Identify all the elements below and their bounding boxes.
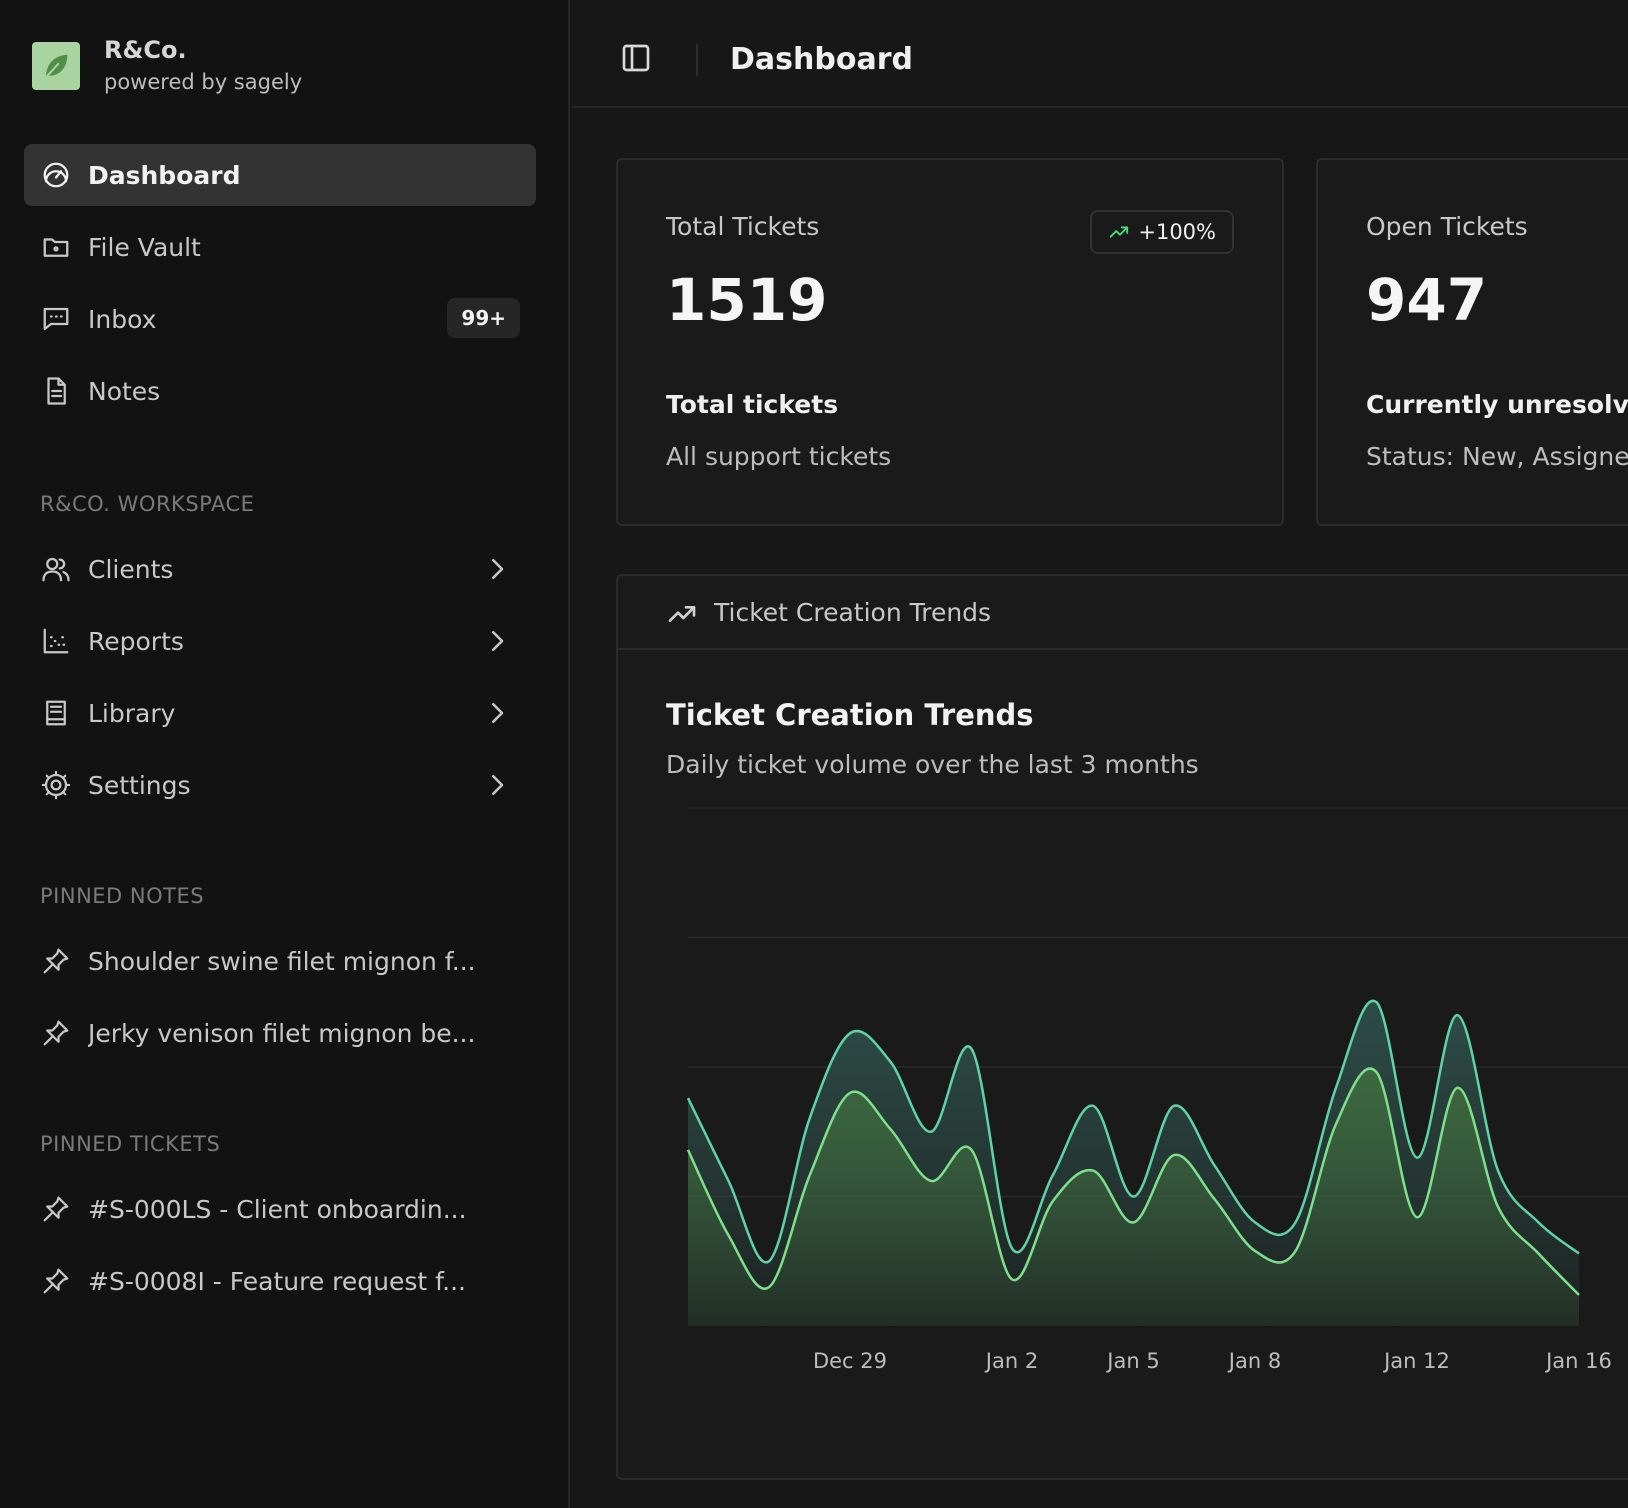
pin-icon xyxy=(40,1017,72,1049)
x-tick-label: Jan 2 xyxy=(984,1349,1038,1373)
sidebar-toggle-icon[interactable] xyxy=(620,42,652,74)
nav-item-clients[interactable]: Clients xyxy=(24,538,536,600)
x-tick-label: Dec 29 xyxy=(813,1349,887,1373)
trending-up-icon xyxy=(666,598,698,630)
nav-item-label: Reports xyxy=(88,626,184,656)
sidebar: R&Co. powered by sagely Dashboard File V… xyxy=(0,0,570,1508)
pinned-notes-section-label: PINNED NOTES xyxy=(40,884,205,908)
stat-description: Status: New, Assigned xyxy=(1366,442,1628,471)
nav-item-file-vault[interactable]: File Vault xyxy=(24,216,536,278)
nav-item-label: Dashboard xyxy=(88,160,241,190)
pinned-ticket-label: #S-0008I - Feature request f... xyxy=(88,1266,466,1296)
stat-value: 1519 xyxy=(666,266,828,334)
chevron-right-icon xyxy=(482,554,512,584)
pinned-tickets-section-label: PINNED TICKETS xyxy=(40,1132,221,1156)
chevron-right-icon xyxy=(482,770,512,800)
nav-item-label: Inbox xyxy=(88,304,157,334)
nav-item-label: Library xyxy=(88,698,176,728)
pinned-ticket-item[interactable]: #S-0008I - Feature request f... xyxy=(24,1250,536,1312)
x-tick-label: Jan 8 xyxy=(1227,1349,1281,1373)
chart-card-header-label: Ticket Creation Trends xyxy=(714,598,992,627)
stat-card-open-tickets: Open Tickets 947 Currently unresolved St… xyxy=(1316,158,1628,526)
stat-label: Open Tickets xyxy=(1366,212,1528,241)
brand-subtitle: powered by sagely xyxy=(104,70,303,94)
delta-value: +100% xyxy=(1138,220,1216,244)
brand-name: R&Co. xyxy=(104,36,187,64)
file-text-icon xyxy=(40,375,72,407)
nav-item-label: Notes xyxy=(88,376,161,406)
users-icon xyxy=(40,553,72,585)
pin-icon xyxy=(40,945,72,977)
book-icon xyxy=(40,697,72,729)
pin-icon xyxy=(40,1265,72,1297)
chart-card-header: Ticket Creation Trends xyxy=(618,576,1628,650)
nav-item-reports[interactable]: Reports xyxy=(24,610,536,672)
delta-badge: +100% xyxy=(1090,210,1234,254)
divider xyxy=(696,44,698,76)
nav-item-dashboard[interactable]: Dashboard xyxy=(24,144,536,206)
pinned-note-label: Shoulder swine filet mignon f... xyxy=(88,946,476,976)
workspace-section-label: R&CO. WORKSPACE xyxy=(40,492,255,516)
stat-title: Total tickets xyxy=(666,390,839,419)
pinned-ticket-label: #S-000LS - Client onboardin... xyxy=(88,1194,467,1224)
nav-item-inbox[interactable]: Inbox 99+ xyxy=(24,288,536,350)
nav-item-label: Settings xyxy=(88,770,191,800)
nav-item-label: Clients xyxy=(88,554,174,584)
message-icon xyxy=(40,303,72,335)
scatter-chart-icon xyxy=(40,625,72,657)
pinned-note-label: Jerky venison filet mignon be... xyxy=(88,1018,476,1048)
series-area-1 xyxy=(688,1068,1579,1326)
chevron-right-icon xyxy=(482,698,512,728)
stat-description: All support tickets xyxy=(666,442,892,471)
stat-value: 947 xyxy=(1366,266,1488,334)
main-content: Dashboard Total Tickets +100% 1519 Total… xyxy=(572,0,1628,1508)
x-tick-label: Jan 16 xyxy=(1544,1349,1612,1373)
page-title: Dashboard xyxy=(730,42,913,77)
gauge-icon xyxy=(40,159,72,191)
folder-icon xyxy=(40,231,72,263)
inbox-count-badge: 99+ xyxy=(447,298,520,338)
x-tick-label: Jan 5 xyxy=(1105,1349,1159,1373)
brand[interactable]: R&Co. powered by sagely xyxy=(32,36,302,96)
chart-title: Ticket Creation Trends xyxy=(666,698,1034,732)
pinned-ticket-item[interactable]: #S-000LS - Client onboardin... xyxy=(24,1178,536,1240)
stat-title: Currently unresolved xyxy=(1366,390,1628,419)
leaf-logo-icon xyxy=(32,42,80,90)
stat-card-total-tickets: Total Tickets +100% 1519 Total tickets A… xyxy=(616,158,1284,526)
area-chart: Dec 29 Jan 2 Jan 5 Jan 8 Jan 12 Jan 16 xyxy=(686,807,1628,1373)
gear-icon xyxy=(40,769,72,801)
stat-label: Total Tickets xyxy=(666,212,820,241)
series-line-0 xyxy=(686,999,1580,1264)
nav-item-label: File Vault xyxy=(88,232,201,262)
nav-item-notes[interactable]: Notes xyxy=(24,360,536,422)
chart-card: Ticket Creation Trends Ticket Creation T… xyxy=(616,574,1628,1480)
nav-item-library[interactable]: Library xyxy=(24,682,536,744)
chart-subtitle: Daily ticket volume over the last 3 mont… xyxy=(666,750,1199,779)
nav-item-settings[interactable]: Settings xyxy=(24,754,536,816)
series-line-1 xyxy=(686,1067,1580,1296)
x-tick-label: Jan 12 xyxy=(1382,1349,1450,1373)
top-bar: Dashboard xyxy=(572,0,1628,108)
pinned-note-item[interactable]: Shoulder swine filet mignon f... xyxy=(24,930,536,992)
chevron-right-icon xyxy=(482,626,512,656)
pin-icon xyxy=(40,1193,72,1225)
trending-up-icon xyxy=(1110,226,1129,238)
pinned-note-item[interactable]: Jerky venison filet mignon be... xyxy=(24,1002,536,1064)
